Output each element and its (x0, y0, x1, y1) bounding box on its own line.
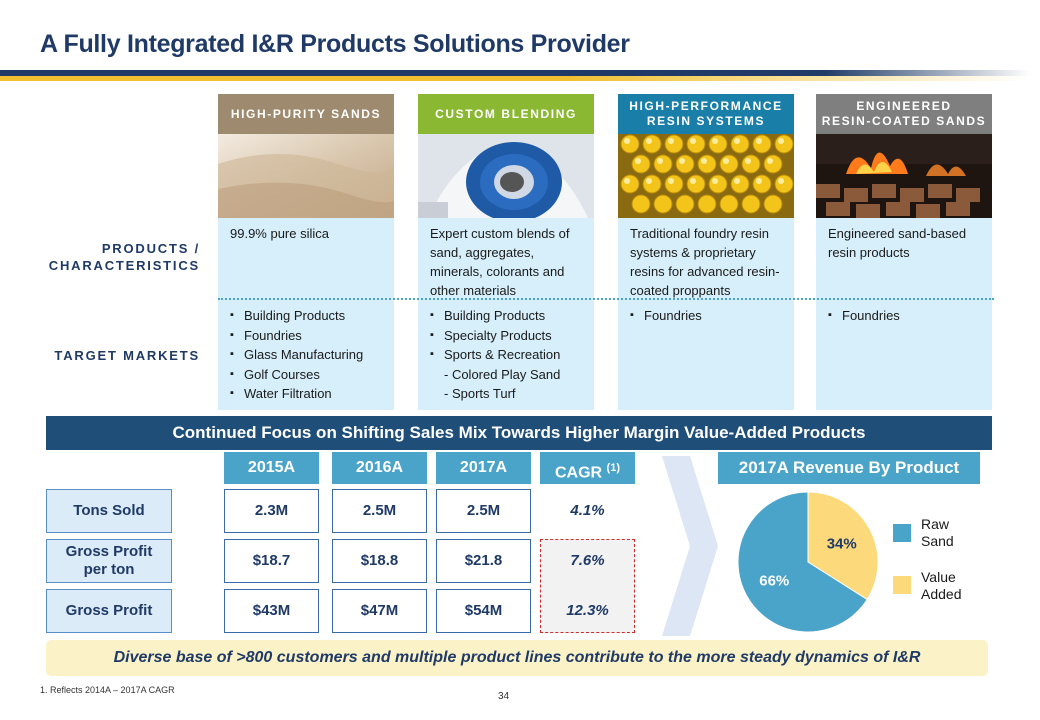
col-header-line2: RESIN-COATED SANDS (821, 114, 987, 128)
legend-label-raw-sand: Raw Sand (921, 516, 954, 550)
legend-line2: Added (921, 586, 962, 602)
cagr-cell: 7.6% (570, 552, 605, 569)
col-header-resin-systems: HIGH-PERFORMANCE RESIN SYSTEMS (618, 94, 794, 134)
market-item: Specialty Products (430, 326, 588, 346)
legend-swatch-raw-sand (893, 524, 911, 542)
row-label-tons-sold: Tons Sold (46, 489, 172, 533)
bottom-note: Diverse base of >800 customers and multi… (46, 640, 988, 676)
legend-line1: Raw (921, 516, 950, 532)
table-header-cagr: CAGR (1) (540, 452, 635, 484)
row-label-products-line1: PRODUCTS / (101, 241, 200, 256)
row-label-gross-profit: Gross Profit (46, 589, 172, 633)
row-label-target-markets: TARGET MARKETS (54, 348, 200, 363)
col-box-resin-systems: Traditional foundry resin systems & prop… (618, 218, 794, 410)
market-item: Golf Courses (230, 365, 388, 385)
markets-list: Foundries (828, 306, 986, 326)
characteristic-text: Traditional foundry resin systems & prop… (630, 226, 780, 298)
legend-swatch-value-added (893, 576, 911, 594)
row-label-products-line2: CHARACTERISTICS (48, 258, 200, 273)
pie-slice-raw-sand (737, 491, 868, 633)
legend-line1: Value (921, 569, 956, 585)
table-header-2017a: 2017A (436, 452, 531, 484)
row-label-line1: Gross Profit (65, 543, 153, 560)
resin-beads-image (618, 134, 794, 218)
table-cell: 2.3M (224, 489, 319, 533)
table-cell: $18.7 (224, 539, 319, 583)
col-box-resin-coated-sands: Engineered sand-based resin products Fou… (816, 218, 992, 410)
legend-line2: Sand (921, 533, 954, 549)
sand-image (218, 134, 394, 218)
blend-bag-graphic (418, 134, 594, 218)
page-title: A Fully Integrated I&R Products Solution… (40, 30, 630, 58)
markets-list: Building Products Foundries Glass Manufa… (230, 306, 388, 404)
cagr-cell: 12.3% (566, 602, 609, 619)
col-header-high-purity-sands: HIGH-PURITY SANDS (218, 94, 394, 134)
revenue-title: 2017A Revenue By Product (718, 452, 980, 484)
col-header-line2: RESIN SYSTEMS (646, 114, 766, 128)
table-cell: $18.8 (332, 539, 427, 583)
pie-label-value-added: 34% (827, 535, 857, 552)
resin-beads-graphic (618, 134, 794, 218)
row-label-line2: per ton (83, 561, 135, 578)
title-underline-gold (0, 76, 1030, 81)
market-item: Glass Manufacturing (230, 345, 388, 365)
title-underline (0, 70, 1030, 84)
pie-label-raw-sand: 66% (759, 573, 789, 590)
col-header-line1: CUSTOM BLENDING (435, 106, 577, 121)
row-label-gross-profit-per-ton: Gross Profit per ton (46, 539, 172, 583)
characteristic-text: Expert custom blends of sand, aggregates… (430, 226, 570, 298)
table-cell: $21.8 (436, 539, 531, 583)
table-header-2016a: 2016A (332, 452, 427, 484)
markets-list: Foundries (630, 306, 788, 326)
table-cell: $47M (332, 589, 427, 633)
table-cell: 2.5M (332, 489, 427, 533)
market-item: Building Products (430, 306, 588, 326)
col-header-resin-coated-sands: ENGINEERED RESIN-COATED SANDS (816, 94, 992, 134)
markets-list: Building Products Specialty Products Spo… (430, 306, 588, 404)
col-box-custom-blending: Expert custom blends of sand, aggregates… (418, 218, 594, 410)
market-item: Foundries (230, 326, 388, 346)
market-item: Sports & Recreation (430, 345, 588, 365)
foundry-fire-graphic (816, 134, 992, 218)
col-box-high-purity-sands: 99.9% pure silica Building Products Foun… (218, 218, 394, 410)
blend-bag-image (418, 134, 594, 218)
table-cell: $54M (436, 589, 531, 633)
market-item: Foundries (828, 306, 986, 326)
section-divider (218, 298, 994, 300)
foundry-fire-image (816, 134, 992, 218)
market-item: Foundries (630, 306, 788, 326)
cagr-footnote-ref: (1) (606, 462, 620, 474)
table-cell: 2.5M (436, 489, 531, 533)
sub-market-item: - Sports Turf (444, 386, 516, 401)
page-number: 34 (498, 691, 510, 702)
focus-banner: Continued Focus on Shifting Sales Mix To… (46, 416, 992, 450)
table-header-2015a: 2015A (224, 452, 319, 484)
legend-label-value-added: Value Added (921, 569, 961, 603)
title-underline-navy (0, 70, 1030, 76)
market-item: Building Products (230, 306, 388, 326)
cagr-header-label: CAGR (554, 464, 603, 482)
col-header-line1: ENGINEERED (856, 99, 952, 113)
table-cell: $43M (224, 589, 319, 633)
revenue-pie-chart: 34% 66% (737, 491, 879, 633)
characteristic-text: Engineered sand-based resin products (828, 226, 967, 260)
col-header-line1: HIGH-PURITY SANDS (230, 106, 382, 121)
col-header-line1: HIGH-PERFORMANCE (629, 99, 783, 113)
footnote: 1. Reflects 2014A – 2017A CAGR (40, 685, 175, 695)
sand-image-graphic (218, 134, 394, 218)
cagr-highlight-box (540, 539, 635, 633)
market-item: Water Filtration (230, 384, 388, 404)
sub-market-item: - Colored Play Sand (444, 366, 561, 382)
chevron-arrow-icon (662, 456, 718, 636)
cagr-cell: 4.1% (570, 502, 605, 519)
col-header-custom-blending: CUSTOM BLENDING (418, 94, 594, 134)
characteristic-text: 99.9% pure silica (230, 226, 329, 241)
row-label-products: PRODUCTS / CHARACTERISTICS (40, 240, 200, 274)
